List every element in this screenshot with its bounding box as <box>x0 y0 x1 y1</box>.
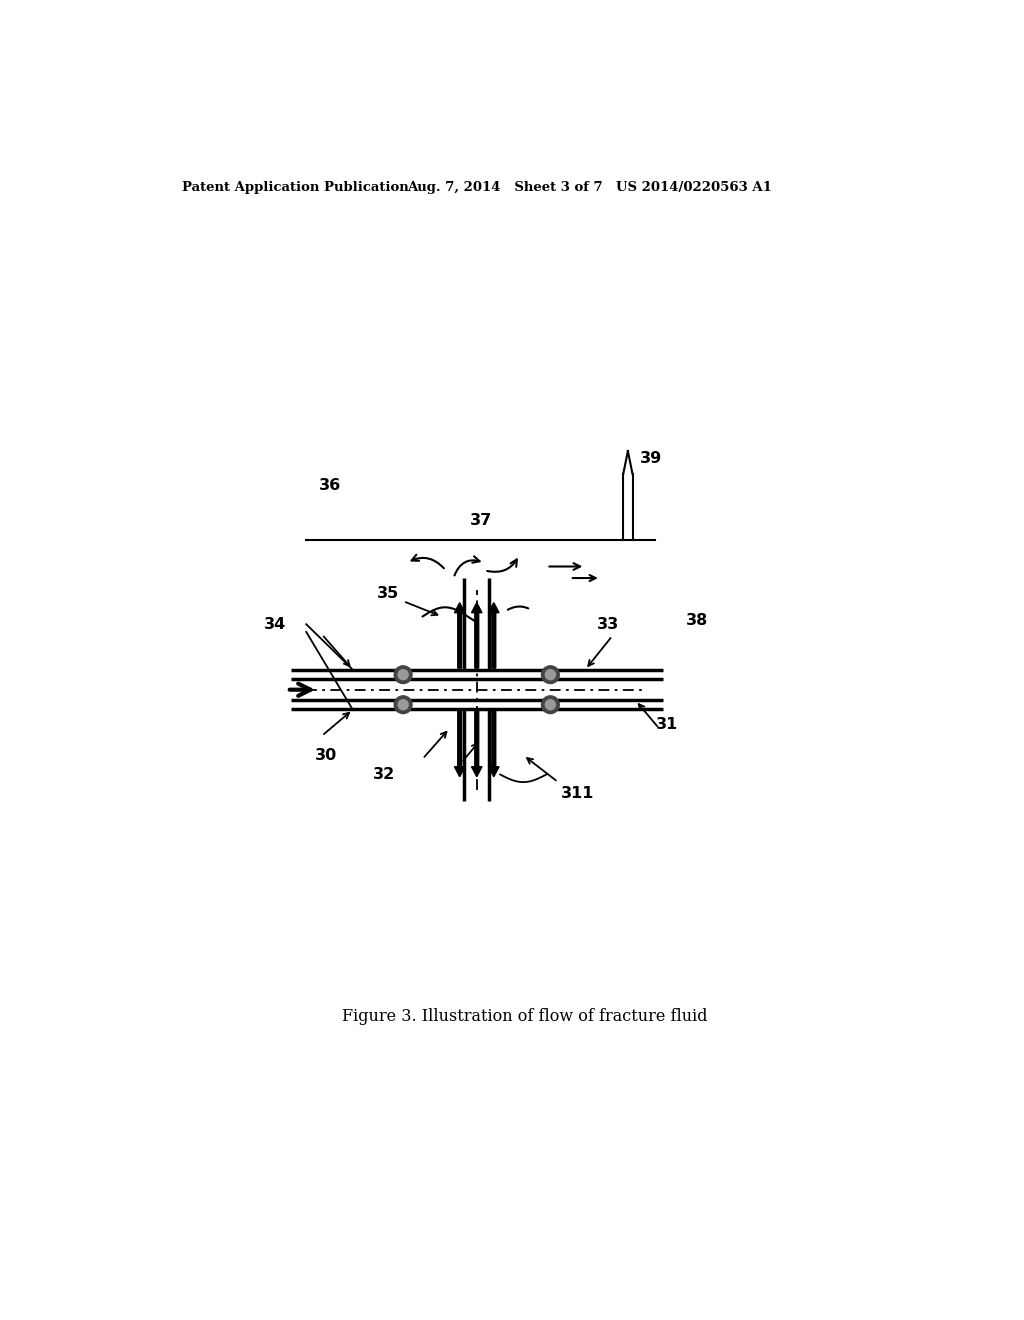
Text: 32: 32 <box>373 767 395 781</box>
Text: Aug. 7, 2014   Sheet 3 of 7: Aug. 7, 2014 Sheet 3 of 7 <box>407 181 603 194</box>
Circle shape <box>394 696 412 714</box>
FancyArrow shape <box>488 603 499 668</box>
Circle shape <box>398 700 409 710</box>
Text: 311: 311 <box>561 787 594 801</box>
FancyArrow shape <box>455 603 465 668</box>
Circle shape <box>394 665 412 684</box>
Text: 31: 31 <box>655 717 678 731</box>
Text: Patent Application Publication: Patent Application Publication <box>182 181 409 194</box>
Circle shape <box>398 669 409 680</box>
FancyArrow shape <box>488 711 499 776</box>
Text: US 2014/0220563 A1: US 2014/0220563 A1 <box>616 181 772 194</box>
FancyArrow shape <box>455 711 465 776</box>
Text: 39: 39 <box>640 451 663 466</box>
Text: 38: 38 <box>686 612 709 628</box>
Circle shape <box>546 669 555 680</box>
Text: 35: 35 <box>377 586 398 601</box>
Circle shape <box>542 665 559 684</box>
Text: 30: 30 <box>314 747 337 763</box>
Text: 34: 34 <box>264 616 287 632</box>
Text: 37: 37 <box>469 512 492 528</box>
Text: 33: 33 <box>597 616 620 632</box>
Text: 36: 36 <box>318 478 341 494</box>
Circle shape <box>542 696 559 714</box>
FancyArrow shape <box>471 603 482 668</box>
Circle shape <box>546 700 555 710</box>
FancyArrow shape <box>471 711 482 776</box>
Text: Figure 3. Illustration of flow of fracture fluid: Figure 3. Illustration of flow of fractu… <box>342 1008 708 1026</box>
